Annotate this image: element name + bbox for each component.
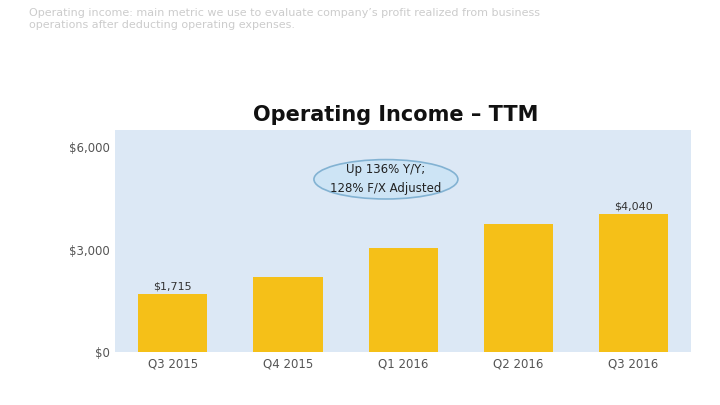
Bar (484, 224, 553, 352)
Bar (253, 277, 323, 352)
Text: $4,040: $4,040 (614, 202, 653, 212)
Bar (599, 214, 668, 352)
Bar (369, 248, 438, 352)
Text: Operating income: main metric we use to evaluate company’s profit realized from : Operating income: main metric we use to … (29, 8, 540, 30)
Text: Up 136% Y/Y;
128% F/X Adjusted: Up 136% Y/Y; 128% F/X Adjusted (330, 163, 441, 195)
Bar (138, 294, 207, 352)
Ellipse shape (314, 160, 458, 199)
Text: Operating Income – TTM: Operating Income – TTM (253, 105, 539, 125)
Text: $1,715: $1,715 (153, 281, 192, 292)
